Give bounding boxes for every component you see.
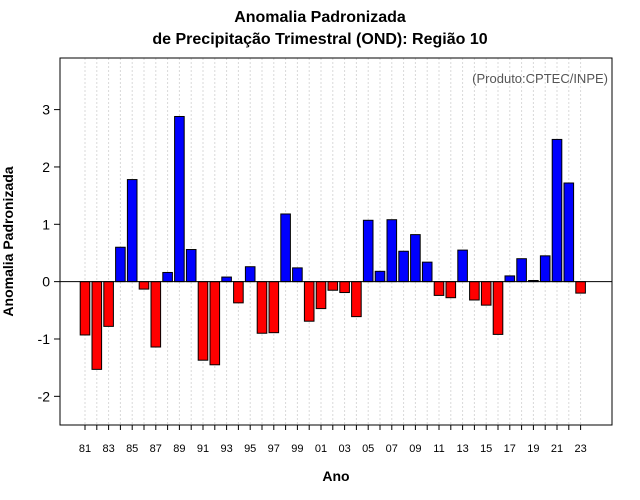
x-tick-label: 15 — [480, 443, 492, 455]
y-tick-label: 2 — [42, 159, 50, 175]
bar-1994 — [233, 281, 244, 304]
x-tick-label: 09 — [409, 443, 421, 455]
y-tick-label: -1 — [38, 331, 51, 347]
x-tick-label: 03 — [338, 443, 350, 455]
bar-1993 — [221, 276, 232, 283]
bar-1985 — [126, 179, 138, 283]
y-axis: -2 -1 0 1 2 3 — [38, 102, 60, 404]
x-tick-label: 95 — [244, 443, 256, 455]
x-tick-label: 01 — [315, 443, 327, 455]
grid-lines — [84, 58, 582, 425]
x-tick-label: 93 — [220, 443, 232, 455]
x-tick-label: 19 — [527, 443, 539, 455]
x-axis: 81 83 85 87 89 91 93 95 97 99 01 03 05 07 09 11 13 15 17 19… — [79, 425, 587, 455]
bar-2023 — [575, 281, 586, 294]
bar-1990 — [185, 249, 197, 283]
bar-2016 — [492, 281, 504, 335]
chart-title: Anomalia Padronizada — [234, 9, 406, 26]
y-tick-label: 1 — [42, 216, 50, 232]
bar-2020 — [539, 255, 551, 283]
bar-2004 — [351, 281, 362, 318]
x-tick-label: 81 — [79, 443, 91, 455]
bar-2014 — [469, 281, 480, 301]
bar-1984 — [115, 246, 126, 283]
x-tick-label: 89 — [173, 443, 185, 455]
bar-2021 — [551, 138, 563, 283]
bar-1992 — [209, 281, 221, 366]
y-tick-label: -2 — [38, 388, 51, 404]
bar-2012 — [445, 281, 457, 299]
bar-2005 — [362, 219, 374, 283]
x-tick-label: 83 — [102, 443, 114, 455]
bar-1987 — [150, 281, 162, 348]
x-tick-label: 97 — [268, 443, 280, 455]
bar-2017 — [504, 275, 516, 283]
bar-2003 — [339, 281, 350, 294]
x-tick-label: 91 — [197, 443, 209, 455]
bar-1988 — [162, 271, 173, 283]
bar-1999 — [292, 267, 303, 283]
y-tick-label: 0 — [42, 274, 50, 290]
bar-2001 — [315, 281, 327, 310]
bar-2000 — [303, 281, 315, 322]
bar-1982 — [91, 281, 103, 370]
y-tick-label: 3 — [42, 102, 50, 118]
bars — [79, 115, 586, 370]
x-tick-label: 99 — [291, 443, 303, 455]
x-tick-label: 21 — [551, 443, 563, 455]
plot-frame — [59, 57, 613, 426]
bar-2018 — [516, 258, 527, 283]
bar-1997 — [268, 281, 280, 334]
bar-1996 — [256, 281, 268, 334]
bar-1981 — [79, 281, 91, 336]
bar-1995 — [244, 266, 256, 283]
chart-subtitle: de Precipitação Trimestral (OND): Região… — [152, 31, 488, 48]
y-axis-title: Anomalia Padronizada — [0, 166, 16, 316]
x-tick-label: 11 — [433, 443, 444, 455]
x-tick-label: 13 — [456, 443, 468, 455]
bar-2002 — [327, 281, 339, 291]
bar-2006 — [374, 270, 386, 283]
bar-2010 — [421, 261, 433, 283]
bar-1989 — [174, 115, 185, 283]
bar-1983 — [103, 281, 114, 327]
x-tick-label: 85 — [126, 443, 138, 455]
bar-2022 — [563, 182, 575, 283]
x-tick-label: 23 — [574, 443, 586, 455]
x-tick-label: 87 — [150, 443, 162, 455]
bar-2011 — [433, 281, 445, 296]
bar-1991 — [197, 281, 209, 361]
source-note: (Produto:CPTEC/INPE) — [472, 71, 608, 86]
x-tick-label: 05 — [362, 443, 374, 455]
bar-2009 — [410, 234, 421, 283]
bar-2008 — [398, 250, 409, 283]
x-tick-label: 07 — [386, 443, 398, 455]
bar-2007 — [386, 219, 398, 283]
bar-2013 — [457, 249, 468, 283]
x-axis-title: Ano — [322, 468, 349, 484]
bar-1986 — [138, 281, 150, 290]
x-tick-label: 17 — [504, 443, 516, 455]
bar-1998 — [280, 213, 291, 283]
bar-2015 — [480, 281, 492, 306]
